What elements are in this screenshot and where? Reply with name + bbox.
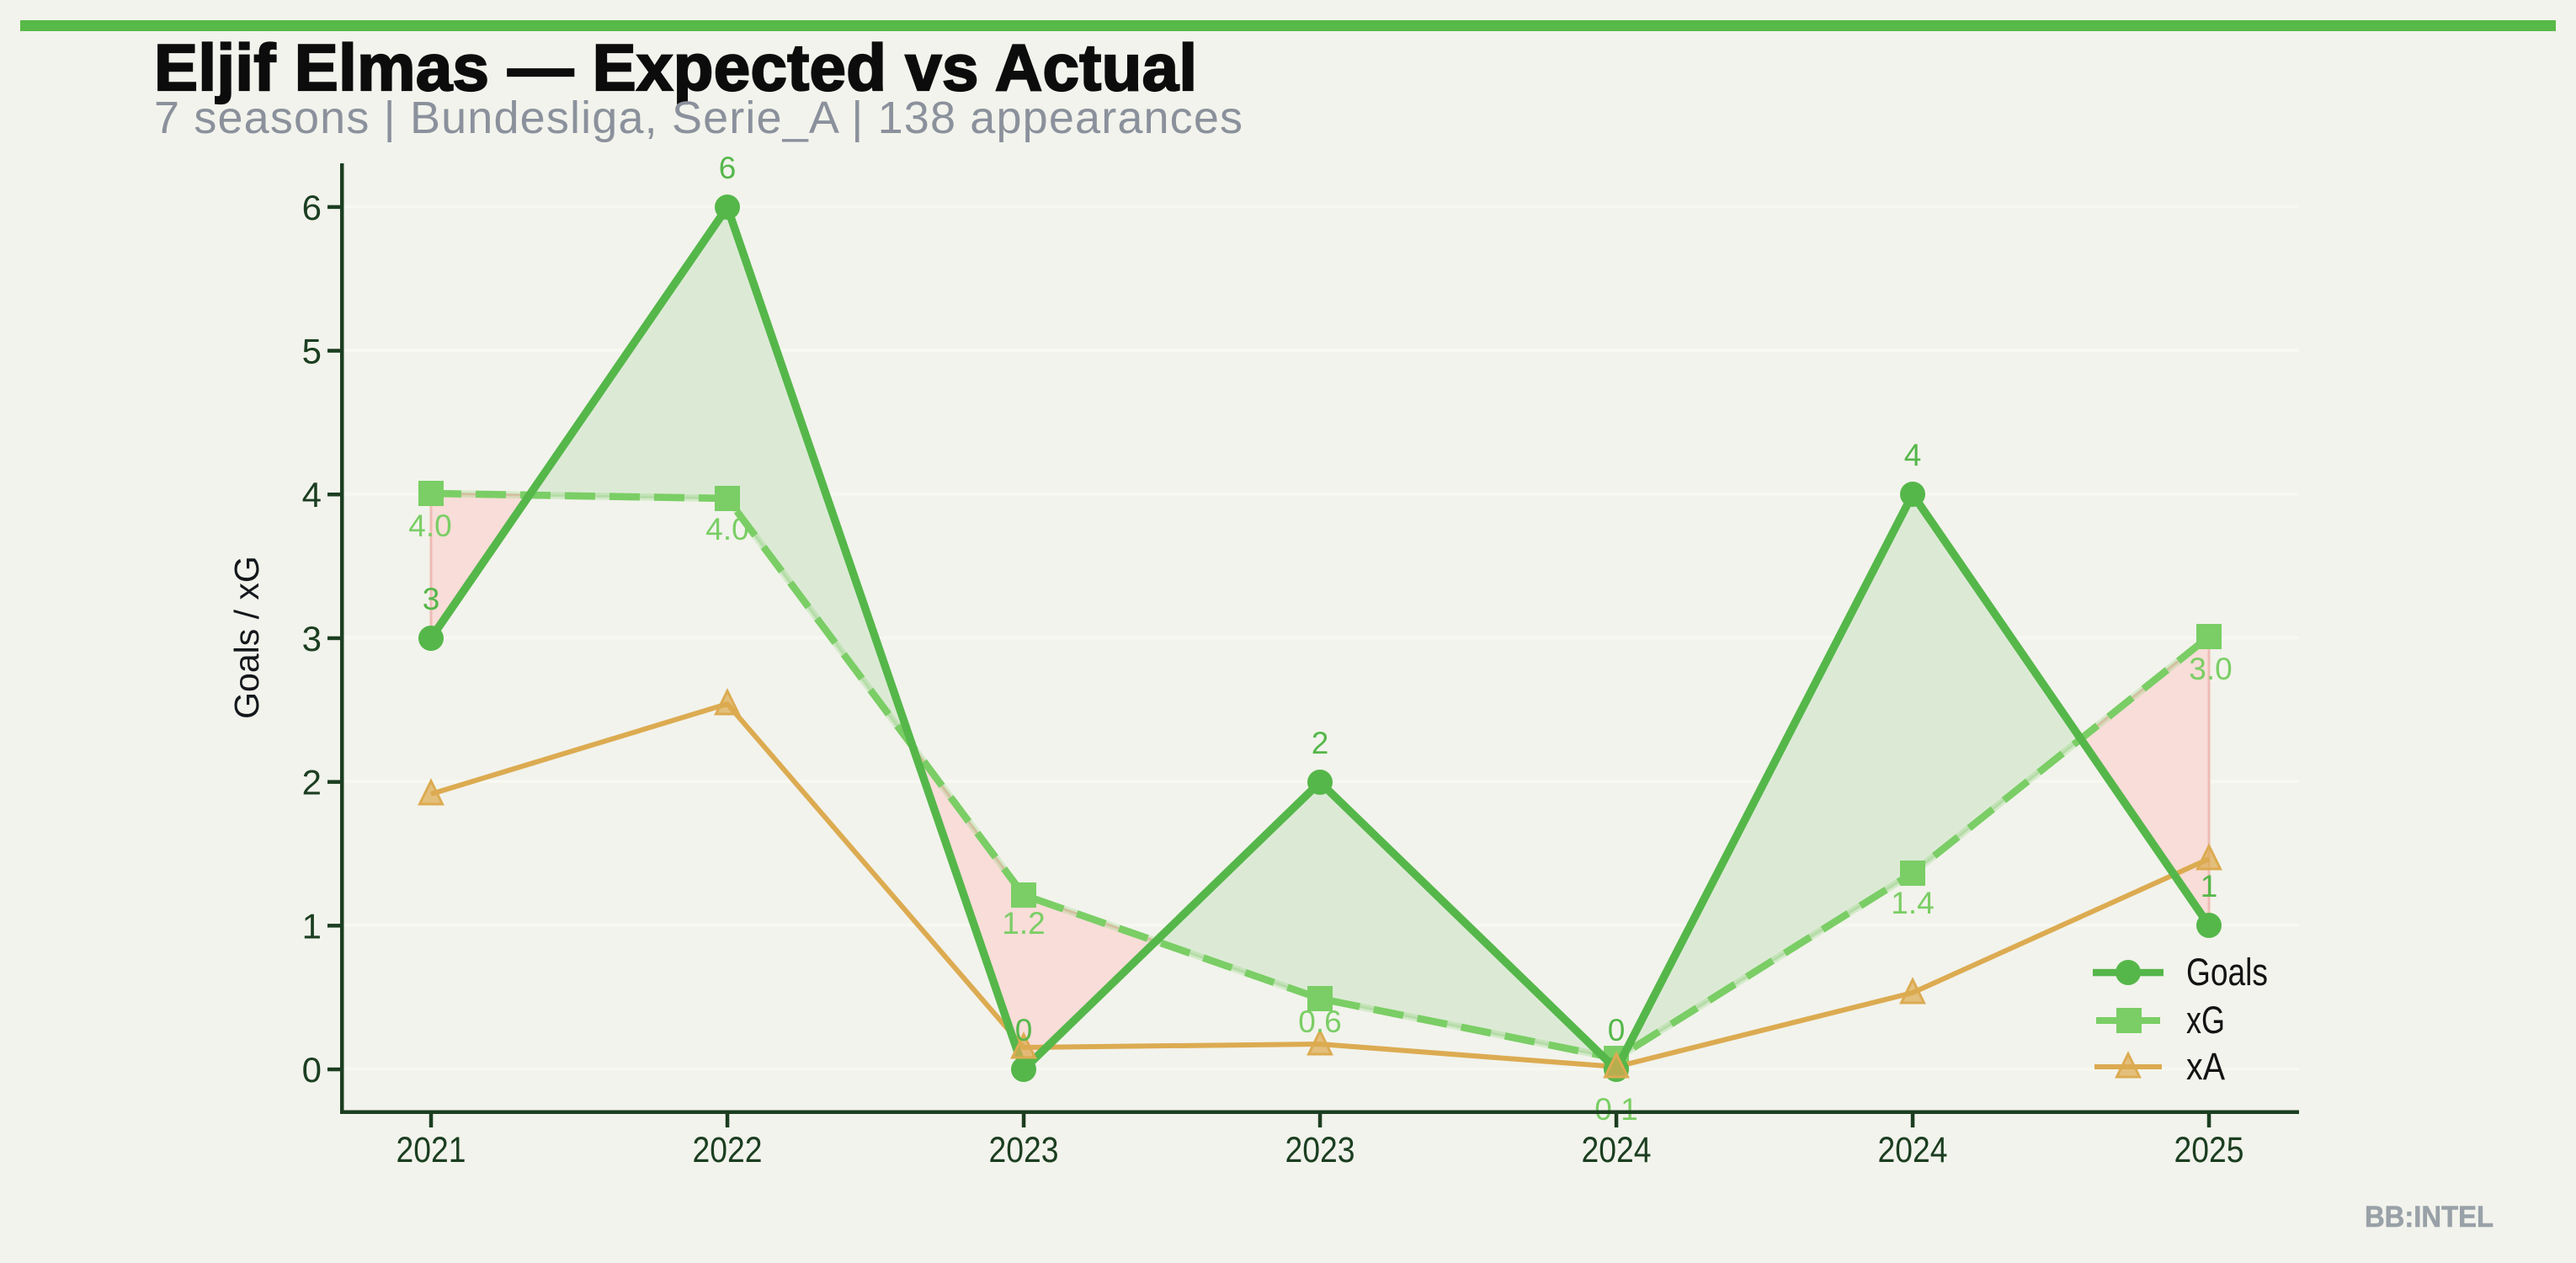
svg-text:2021: 2021 bbox=[397, 1130, 466, 1170]
svg-text:1: 1 bbox=[302, 906, 322, 946]
svg-text:2022: 2022 bbox=[693, 1130, 763, 1170]
svg-text:4: 4 bbox=[302, 475, 322, 514]
svg-text:Eljif Elmas — Expected vs Actu: Eljif Elmas — Expected vs Actual bbox=[154, 30, 1197, 104]
svg-text:1.2: 1.2 bbox=[1002, 906, 1045, 941]
svg-text:2023: 2023 bbox=[989, 1130, 1059, 1170]
svg-text:3.0: 3.0 bbox=[2189, 652, 2232, 686]
svg-text:3: 3 bbox=[423, 582, 440, 616]
svg-text:Goals: Goals bbox=[2186, 951, 2268, 994]
svg-text:1.4: 1.4 bbox=[1891, 886, 1934, 920]
svg-text:2: 2 bbox=[1312, 726, 1329, 760]
svg-text:0: 0 bbox=[1608, 1013, 1626, 1047]
svg-text:0: 0 bbox=[302, 1050, 322, 1090]
svg-text:xG: xG bbox=[2186, 999, 2225, 1042]
svg-text:4.0: 4.0 bbox=[705, 512, 748, 546]
svg-text:2023: 2023 bbox=[1285, 1130, 1355, 1170]
svg-text:3: 3 bbox=[302, 619, 322, 658]
svg-text:4: 4 bbox=[1904, 438, 1922, 472]
svg-text:1: 1 bbox=[2201, 869, 2218, 903]
svg-text:Goals / xG: Goals / xG bbox=[227, 556, 266, 719]
svg-text:2024: 2024 bbox=[1878, 1130, 1948, 1170]
svg-text:6: 6 bbox=[302, 188, 322, 227]
svg-text:0: 0 bbox=[1015, 1013, 1033, 1047]
svg-text:2025: 2025 bbox=[2174, 1130, 2244, 1170]
svg-text:7 seasons | Bundesliga, Serie_: 7 seasons | Bundesliga, Serie_A | 138 ap… bbox=[154, 93, 1243, 143]
svg-text:2: 2 bbox=[302, 763, 322, 802]
svg-text:BB:INTEL: BB:INTEL bbox=[2365, 1201, 2494, 1234]
svg-text:5: 5 bbox=[302, 332, 322, 371]
svg-text:xA: xA bbox=[2186, 1045, 2225, 1088]
svg-text:4.0: 4.0 bbox=[408, 509, 451, 543]
svg-text:6: 6 bbox=[719, 151, 737, 185]
svg-text:0.6: 0.6 bbox=[1298, 1005, 1341, 1039]
svg-text:2024: 2024 bbox=[1582, 1130, 1652, 1170]
